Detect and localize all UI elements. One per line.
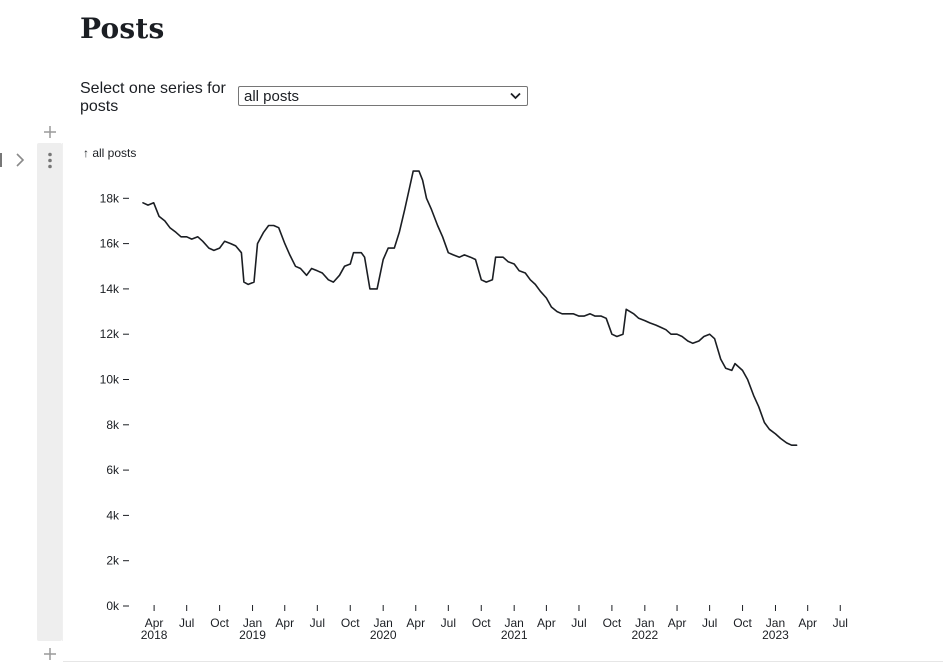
x-tick-label: Oct: [733, 616, 752, 630]
y-tick-label: 0k: [106, 599, 120, 613]
cell-gutter: [37, 143, 62, 641]
y-tick-label: 18k: [100, 191, 120, 205]
x-tick-year-label: 2022: [631, 628, 658, 642]
x-tick-label: Oct: [472, 616, 491, 630]
chevron-down-icon: [510, 92, 521, 100]
y-tick-label: 14k: [100, 282, 120, 296]
y-tick-label: 2k: [106, 554, 120, 568]
x-tick-label: Jan: [505, 616, 524, 630]
x-tick-label: Jul: [833, 616, 848, 630]
x-tick-label: Oct: [603, 616, 622, 630]
chevron-right-icon[interactable]: [13, 152, 27, 168]
series-selector-label: Select one series for posts: [80, 80, 226, 115]
x-tick-label: Jul: [441, 616, 456, 630]
x-tick-label: Jan: [374, 616, 393, 630]
series-select[interactable]: all posts: [238, 86, 528, 106]
y-axis-label: ↑ all posts: [83, 146, 136, 160]
x-tick-year-label: 2019: [239, 628, 266, 642]
x-tick-label: Apr: [275, 616, 294, 630]
x-tick-label: Jul: [179, 616, 194, 630]
y-tick-label: 16k: [100, 237, 120, 251]
x-tick-year-label: 2020: [370, 628, 397, 642]
x-tick-label: Jan: [766, 616, 785, 630]
x-tick-year-label: 2018: [141, 628, 168, 642]
x-tick-label: Oct: [341, 616, 360, 630]
cell-rail: [62, 143, 63, 641]
x-tick-year-label: 2021: [501, 628, 528, 642]
x-tick-label: Apr: [668, 616, 687, 630]
add-cell-above-icon[interactable]: [43, 125, 57, 139]
cell-divider: [63, 661, 943, 662]
x-tick-label: Jan: [635, 616, 654, 630]
x-tick-label: Apr: [537, 616, 556, 630]
y-axis: 0k 2k 4k 6k 8k 10k 12k 14k 16k 18k: [100, 191, 129, 613]
x-tick-label: Jul: [702, 616, 717, 630]
cell-edge-marker: [0, 153, 2, 167]
y-tick-label: 10k: [100, 373, 120, 387]
y-tick-label: 8k: [106, 418, 120, 432]
series-selector: Select one series for posts all posts: [80, 80, 528, 116]
page-title: Posts: [80, 12, 165, 45]
x-tick-label: Jan: [243, 616, 262, 630]
x-tick-year-label: 2023: [762, 628, 789, 642]
y-tick-label: 6k: [106, 463, 120, 477]
y-tick-label: 12k: [100, 327, 120, 341]
series-line-all-posts: [142, 170, 798, 446]
x-tick-label: Jul: [310, 616, 325, 630]
x-tick-label: Apr: [145, 616, 164, 630]
add-cell-below-icon[interactable]: [43, 647, 57, 661]
x-tick-label: Oct: [210, 616, 229, 630]
x-tick-label: Apr: [406, 616, 425, 630]
y-tick-label: 4k: [106, 508, 120, 522]
x-tick-label: Jul: [571, 616, 586, 630]
more-options-icon[interactable]: [43, 151, 57, 171]
x-tick-label: Apr: [798, 616, 817, 630]
series-select-value: all posts: [244, 87, 300, 105]
